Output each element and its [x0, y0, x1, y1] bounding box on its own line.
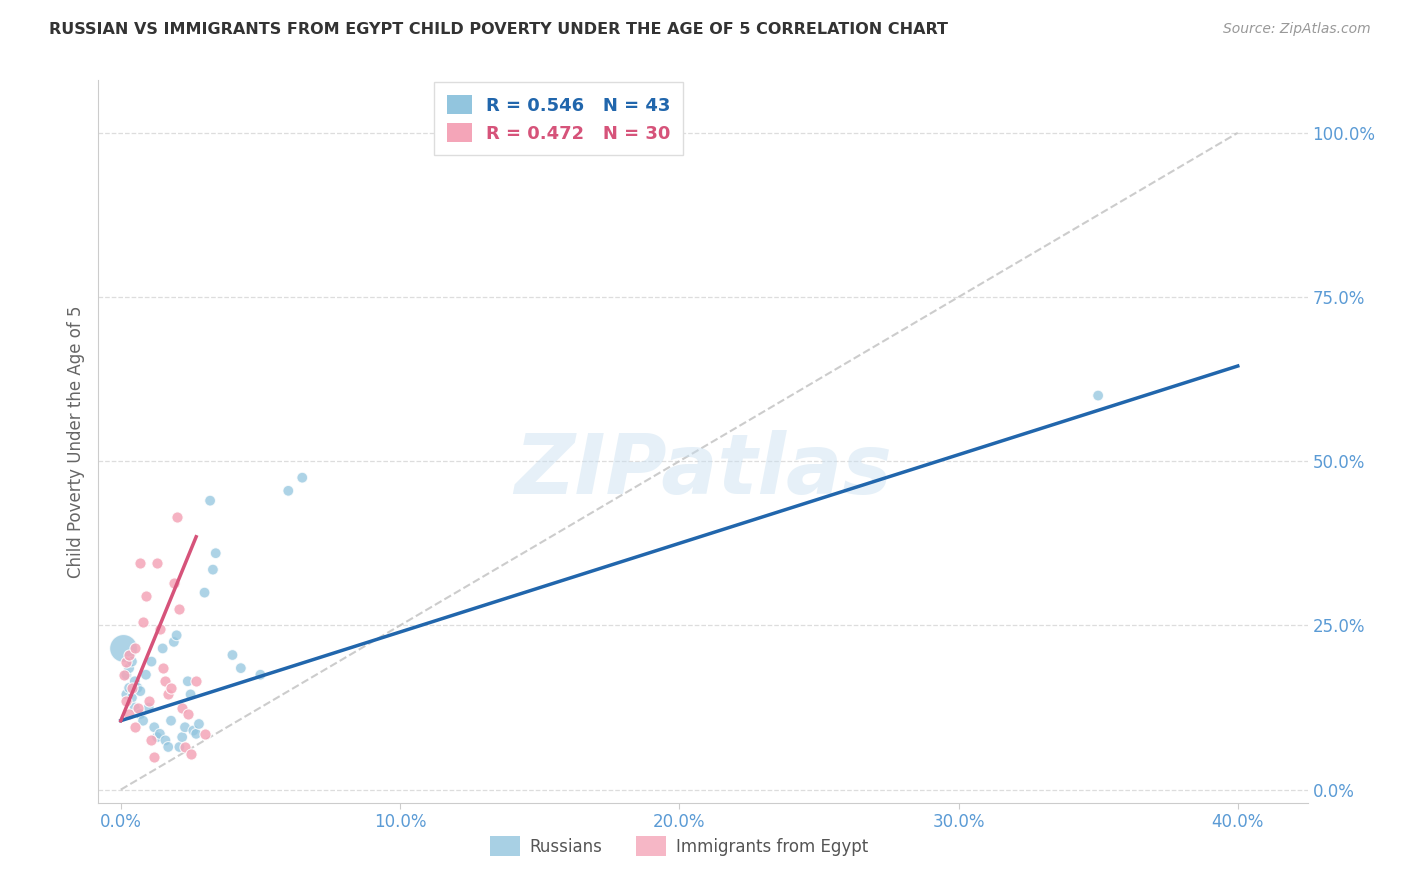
Point [198, 493, 221, 508]
Text: ZIPatlas: ZIPatlas [515, 430, 891, 511]
Point [129, 684, 152, 698]
Point [115, 687, 138, 701]
Point [124, 700, 146, 714]
Point [277, 483, 299, 498]
Point [193, 585, 215, 599]
Point [157, 739, 180, 754]
Point [127, 700, 149, 714]
Point [155, 674, 177, 689]
Point [172, 730, 194, 744]
Point [149, 727, 172, 741]
Point [124, 720, 146, 734]
Point [193, 727, 215, 741]
Y-axis label: Child Poverty Under the Age of 5: Child Poverty Under the Age of 5 [66, 305, 84, 578]
Point [174, 739, 197, 754]
Point [141, 733, 163, 747]
Point [186, 727, 208, 741]
Point [138, 694, 160, 708]
Point [177, 707, 200, 722]
Point [118, 661, 141, 675]
Point [112, 641, 135, 656]
Point [249, 667, 271, 681]
Point [166, 628, 188, 642]
Point [149, 622, 172, 636]
Point [152, 641, 174, 656]
Point [121, 681, 143, 695]
Point [115, 655, 138, 669]
Point [204, 546, 226, 560]
Point [118, 648, 141, 662]
Point [118, 707, 141, 722]
Point [180, 747, 202, 761]
Point [163, 635, 186, 649]
Point [127, 681, 149, 695]
Point [201, 563, 224, 577]
Point [160, 714, 183, 728]
Point [160, 681, 183, 695]
Point [155, 733, 177, 747]
Point [132, 615, 155, 630]
Point [143, 749, 166, 764]
Point [186, 674, 208, 689]
Point [121, 690, 143, 705]
Point [291, 471, 314, 485]
Point [180, 687, 202, 701]
Point [124, 674, 146, 689]
Point [221, 648, 243, 662]
Point [135, 667, 157, 681]
Point [146, 730, 169, 744]
Point [169, 602, 191, 616]
Point [157, 687, 180, 701]
Point [166, 510, 188, 524]
Point [141, 655, 163, 669]
Point [169, 739, 191, 754]
Point [118, 681, 141, 695]
Point [129, 556, 152, 570]
Point [146, 556, 169, 570]
Point [183, 723, 205, 738]
Point [138, 700, 160, 714]
Point [172, 700, 194, 714]
Point [112, 667, 135, 681]
Point [135, 589, 157, 603]
Point [174, 720, 197, 734]
Point [177, 674, 200, 689]
Point [115, 667, 138, 681]
Text: RUSSIAN VS IMMIGRANTS FROM EGYPT CHILD POVERTY UNDER THE AGE OF 5 CORRELATION CH: RUSSIAN VS IMMIGRANTS FROM EGYPT CHILD P… [49, 22, 948, 37]
Text: Source: ZipAtlas.com: Source: ZipAtlas.com [1223, 22, 1371, 37]
Point [143, 720, 166, 734]
Point [129, 707, 152, 722]
Point [229, 661, 252, 675]
Point [163, 575, 186, 590]
Legend: Russians, Immigrants from Egypt: Russians, Immigrants from Egypt [482, 830, 875, 863]
Point [132, 714, 155, 728]
Point [1087, 388, 1109, 402]
Point [188, 717, 211, 731]
Point [152, 661, 174, 675]
Point [121, 655, 143, 669]
Point [124, 641, 146, 656]
Point [115, 694, 138, 708]
